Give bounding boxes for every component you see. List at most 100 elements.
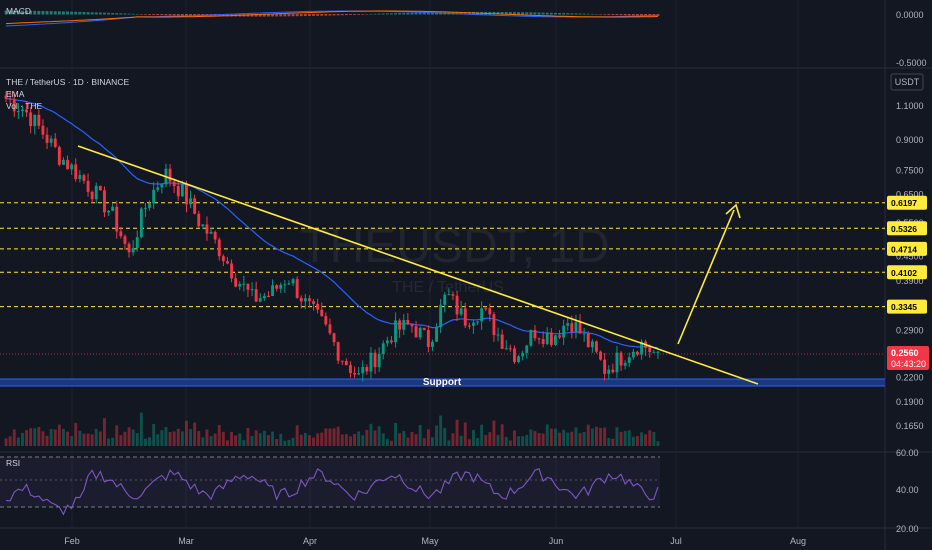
- candle-body: [254, 289, 258, 302]
- macd-histogram-bar: [562, 13, 566, 15]
- resistance-level-label: 0.3345: [891, 302, 917, 312]
- candle-body: [221, 256, 225, 262]
- macd-histogram-bar: [357, 14, 361, 15]
- volume-bar: [164, 427, 168, 446]
- candle-body: [139, 208, 143, 238]
- volume-bar: [180, 431, 184, 446]
- candle-body: [21, 109, 24, 112]
- volume-bar: [570, 431, 574, 446]
- macd-histogram-bar: [414, 12, 418, 15]
- macd-histogram-bar: [103, 12, 106, 15]
- macd-histogram-bar: [500, 11, 504, 15]
- macd-histogram-bar: [504, 12, 508, 15]
- volume-bar: [33, 428, 37, 446]
- candle-body: [529, 329, 533, 346]
- volume-bar: [90, 434, 94, 446]
- volume-bar: [566, 432, 570, 446]
- time-label-jul: Jul: [670, 536, 682, 546]
- volume-bar: [595, 426, 598, 446]
- candle-body: [131, 248, 135, 253]
- rsi-tick-20: 20.00: [896, 524, 919, 534]
- candle-body: [185, 183, 188, 205]
- projection-arrow[interactable]: [677, 209, 735, 345]
- candle-body: [336, 342, 340, 361]
- price-tick: 0.1900: [896, 397, 924, 407]
- volume-bar: [426, 429, 430, 446]
- candle-body: [418, 327, 422, 338]
- rsi-line: [5, 467, 659, 516]
- volume-bar: [521, 436, 525, 446]
- volume-bar: [365, 429, 369, 446]
- candle-body: [12, 99, 16, 112]
- volume-bar: [250, 435, 254, 446]
- macd-histogram-bar: [189, 14, 192, 16]
- candle-body: [291, 279, 295, 284]
- macd-histogram-bar: [70, 11, 74, 15]
- candle-body: [513, 348, 516, 362]
- descending-trendline[interactable]: [77, 145, 759, 385]
- macd-histogram-bar: [283, 14, 287, 17]
- volume-bar: [144, 438, 147, 446]
- macd-histogram-bar: [172, 14, 176, 16]
- time-label-feb: Feb: [64, 536, 80, 546]
- ema-indicator-label: EMA: [6, 89, 25, 99]
- volume-bar: [12, 429, 16, 446]
- macd-histogram-bar: [394, 13, 397, 15]
- macd-histogram-bar: [554, 12, 557, 15]
- macd-histogram-bar: [4, 10, 8, 15]
- volume-bar: [435, 425, 438, 446]
- candle-body: [603, 359, 607, 374]
- candle-body: [504, 348, 508, 350]
- macd-histogram-bar: [139, 14, 143, 15]
- candle-body: [271, 285, 274, 297]
- macd-histogram-bar: [21, 10, 24, 15]
- macd-histogram-bar: [402, 13, 406, 15]
- candle-body: [595, 341, 598, 352]
- macd-histogram-bar: [131, 13, 135, 15]
- candle-body: [492, 314, 496, 335]
- volume-bar: [349, 436, 352, 446]
- macd-histogram-bar: [41, 10, 45, 15]
- time-label-jun: Jun: [549, 536, 564, 546]
- candle-body: [385, 340, 389, 344]
- macd-histogram-bar: [135, 13, 139, 15]
- volume-bar: [496, 434, 500, 446]
- candle-body: [414, 326, 418, 338]
- macd-histogram-bar: [62, 11, 65, 15]
- macd-histogram-bar: [636, 14, 639, 16]
- macd-histogram-bar: [406, 12, 410, 15]
- candle-body: [402, 320, 406, 330]
- candle-body: [4, 95, 8, 99]
- symbol-line: THE / TetherUS · 1D · BINANCE: [6, 77, 129, 87]
- resistance-level-label: 0.4102: [891, 268, 917, 278]
- volume-bar: [107, 438, 110, 446]
- volume-bar: [418, 425, 422, 446]
- time-label-apr: Apr: [303, 536, 317, 546]
- macd-histogram-bar: [353, 14, 356, 15]
- candle-body: [308, 298, 311, 302]
- candle-body: [33, 114, 37, 127]
- volume-bar: [57, 424, 61, 446]
- resistance-level-badge: [887, 195, 927, 210]
- candle-body: [176, 186, 180, 197]
- volume-bar: [221, 431, 225, 446]
- candle-body: [426, 330, 430, 348]
- volume-bar: [45, 435, 49, 446]
- volume-bar: [29, 428, 33, 446]
- macd-histogram-bar: [603, 14, 607, 15]
- candle-body: [189, 198, 192, 205]
- candle-body: [246, 283, 250, 290]
- vertical-gridlines: [71, 0, 799, 528]
- currency-button[interactable]: [890, 73, 924, 91]
- macd-histogram-bar: [545, 12, 549, 15]
- macd-histogram-bar: [611, 14, 615, 15]
- resistance-level-badge: [887, 221, 927, 236]
- volume-bar: [373, 430, 377, 446]
- volume-bar: [291, 437, 295, 446]
- candle-body: [455, 295, 459, 315]
- candle-body: [180, 183, 184, 197]
- macd-histogram-bar: [221, 14, 225, 17]
- candle-body: [340, 360, 344, 362]
- candle-body: [619, 352, 623, 366]
